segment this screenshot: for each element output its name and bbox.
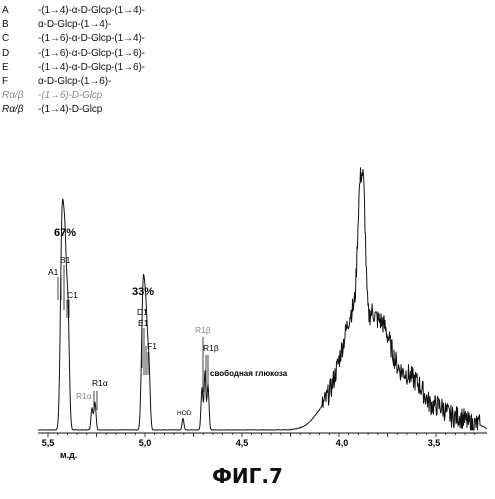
x-tick-label: 4,0: [336, 438, 349, 448]
peak-label-r1b: R1β: [203, 343, 219, 353]
peak-label-b1: B1: [60, 255, 71, 265]
peak-label-f1: F1: [147, 341, 157, 351]
peak-label-hod: HOD: [177, 410, 192, 417]
peak-label-r1a: R1α: [92, 378, 108, 388]
x-tick-label: 4,5: [236, 438, 249, 448]
spectrum-trace: [38, 168, 487, 430]
percentage-67: 67%: [54, 227, 76, 239]
percentage-33: 33%: [132, 286, 154, 298]
x-tick-label: 5,5: [42, 438, 55, 448]
peak-label-r1b-gray: R1β: [195, 325, 211, 335]
peak-label-e1: E1: [138, 318, 149, 328]
free-glucose-label: свободная глюкоза: [210, 369, 288, 378]
figure-caption: ФИГ.7: [0, 464, 495, 488]
peak-label-c1: C1: [67, 290, 78, 300]
x-axis-unit: м.д.: [60, 450, 77, 460]
peak-label-r1a-gray: R1α: [76, 391, 92, 401]
x-tick-label: 5,0: [139, 438, 152, 448]
peak-label-d1: D1: [137, 307, 148, 317]
x-tick-label: 3,5: [428, 438, 441, 448]
peak-label-a1: A1: [48, 267, 59, 277]
x-axis-ticks: [48, 433, 475, 437]
